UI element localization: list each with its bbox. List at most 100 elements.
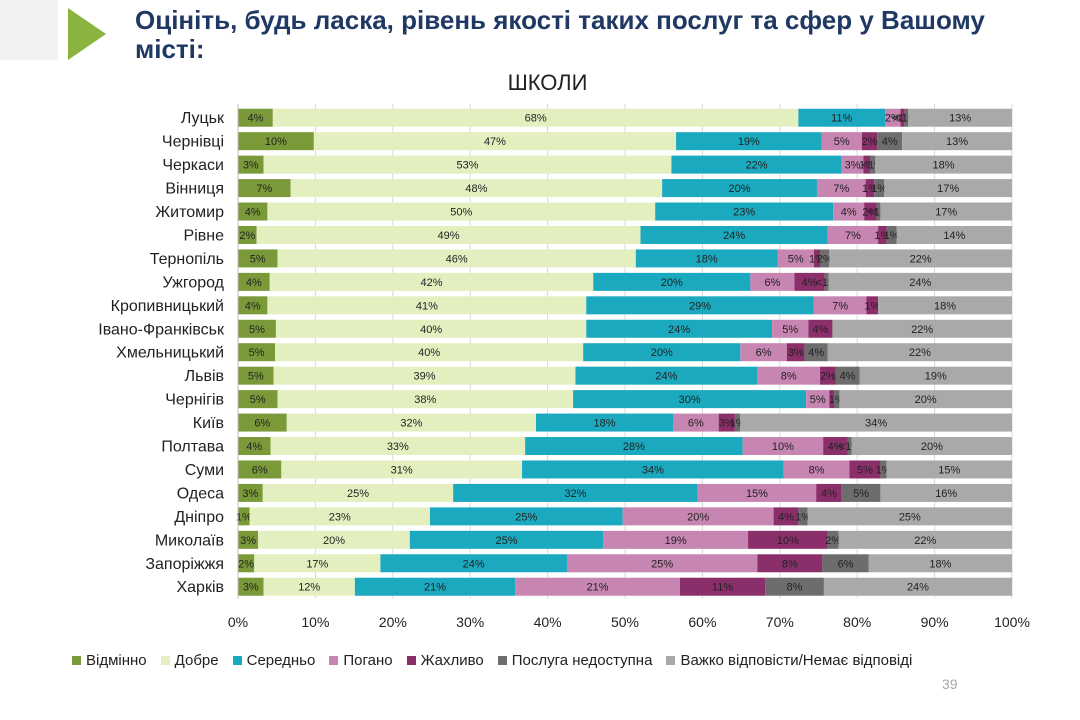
x-tick-label: 70% <box>766 614 794 630</box>
bar-segment <box>823 437 848 456</box>
bar-segment <box>824 272 829 291</box>
data-label: 23% <box>329 511 351 523</box>
bar-segment <box>238 343 276 362</box>
bar-segment <box>238 155 264 174</box>
data-label: 2% <box>862 136 878 148</box>
legend-item: Послуга недоступна <box>497 652 653 669</box>
data-label: 24% <box>909 277 931 289</box>
category-label: Київ <box>193 415 224 432</box>
data-label: 53% <box>456 160 478 172</box>
category-label: Полтава <box>161 439 224 456</box>
bar-segment <box>238 319 276 338</box>
category-label: Хмельницький <box>116 345 224 362</box>
bar-segment <box>586 319 773 338</box>
bar-segment <box>851 437 1012 456</box>
data-label: 40% <box>418 347 440 359</box>
category-label: Запоріжжя <box>145 556 224 573</box>
x-tick-label: 100% <box>994 614 1030 630</box>
legend-swatch <box>72 656 81 665</box>
bar-segment <box>827 343 1012 362</box>
data-label: 4% <box>802 277 818 289</box>
data-label: 17% <box>306 558 328 570</box>
data-label: 20% <box>729 183 751 195</box>
data-label: 21% <box>424 582 446 594</box>
bar-segment <box>821 132 862 151</box>
data-label: 2% <box>862 207 878 219</box>
data-label: 32% <box>564 488 586 500</box>
data-label: 6% <box>756 347 772 359</box>
category-label: Суми <box>185 462 224 479</box>
bar-segment <box>904 108 909 127</box>
bar-segment <box>841 155 864 174</box>
data-label: 39% <box>414 371 436 383</box>
data-label: 22% <box>746 160 768 172</box>
bar-segment <box>258 530 410 549</box>
data-label: 5% <box>810 394 826 406</box>
data-label: 1% <box>874 230 890 242</box>
legend-label: Послуга недоступна <box>511 652 653 669</box>
data-label: 42% <box>420 277 442 289</box>
category-label: Чернігів <box>165 392 224 409</box>
data-label: 22% <box>911 324 933 336</box>
bar-segment <box>267 296 587 315</box>
bar-segment <box>880 483 1012 502</box>
data-label: 20% <box>921 441 943 453</box>
x-tick-label: 0% <box>228 614 248 630</box>
bar-segment <box>757 366 821 385</box>
data-label: 19% <box>925 371 947 383</box>
legend-label: Середньо <box>246 652 316 669</box>
legend-item: Жахливо <box>406 652 484 669</box>
legend-label: Відмінно <box>86 652 147 669</box>
bar-segment <box>863 155 871 174</box>
data-label: 38% <box>414 394 436 406</box>
data-label: 4% <box>808 347 824 359</box>
data-label: 3% <box>788 347 804 359</box>
bar-segment <box>662 179 817 198</box>
bar-segment <box>573 390 807 409</box>
bar-segment <box>238 202 268 221</box>
data-label: 25% <box>515 511 537 523</box>
data-label: 4% <box>812 324 828 336</box>
data-label: 5% <box>788 253 804 265</box>
data-label: 18% <box>929 558 951 570</box>
chart-legend: Відмінно Добре Середньо Погано Жахливо Послуг… <box>72 652 912 669</box>
legend-item: Відмінно <box>72 652 147 669</box>
data-label: 2% <box>238 558 254 570</box>
x-tick-label: 20% <box>379 614 407 630</box>
data-label: 6% <box>764 277 780 289</box>
data-label: 28% <box>623 441 645 453</box>
x-tick-label: 50% <box>611 614 639 630</box>
data-label: 25% <box>347 488 369 500</box>
bar-segment <box>354 577 516 596</box>
bar-segment <box>820 249 830 268</box>
data-label: 1% <box>871 183 887 195</box>
data-label: 11% <box>712 582 733 594</box>
bar-segment <box>515 577 680 596</box>
bar-segment <box>697 483 817 502</box>
data-label: 4% <box>247 113 263 125</box>
bar-segment <box>765 577 824 596</box>
data-label: 4% <box>245 300 261 312</box>
category-label: Харків <box>176 579 224 596</box>
legend-label: Жахливо <box>420 652 484 669</box>
data-label: 20% <box>661 277 683 289</box>
data-label: 8% <box>809 464 825 476</box>
bar-segment <box>804 343 828 362</box>
category-label: Кропивницький <box>111 298 224 315</box>
data-label: 68% <box>525 113 547 125</box>
data-label: 18% <box>932 160 954 172</box>
chart-title: ШКОЛИ <box>507 70 588 95</box>
bar-segment <box>878 296 1012 315</box>
bar-segment <box>865 179 875 198</box>
data-label: 7% <box>256 183 272 195</box>
bar-segment <box>522 460 784 479</box>
data-label: 5% <box>250 394 266 406</box>
bar-segment <box>238 530 259 549</box>
bar-segment <box>835 366 860 385</box>
data-label: 15% <box>938 464 960 476</box>
x-tick-label: 30% <box>456 614 484 630</box>
data-label: 4% <box>841 207 857 219</box>
data-label: 3% <box>243 582 259 594</box>
data-label: 4% <box>246 441 262 453</box>
